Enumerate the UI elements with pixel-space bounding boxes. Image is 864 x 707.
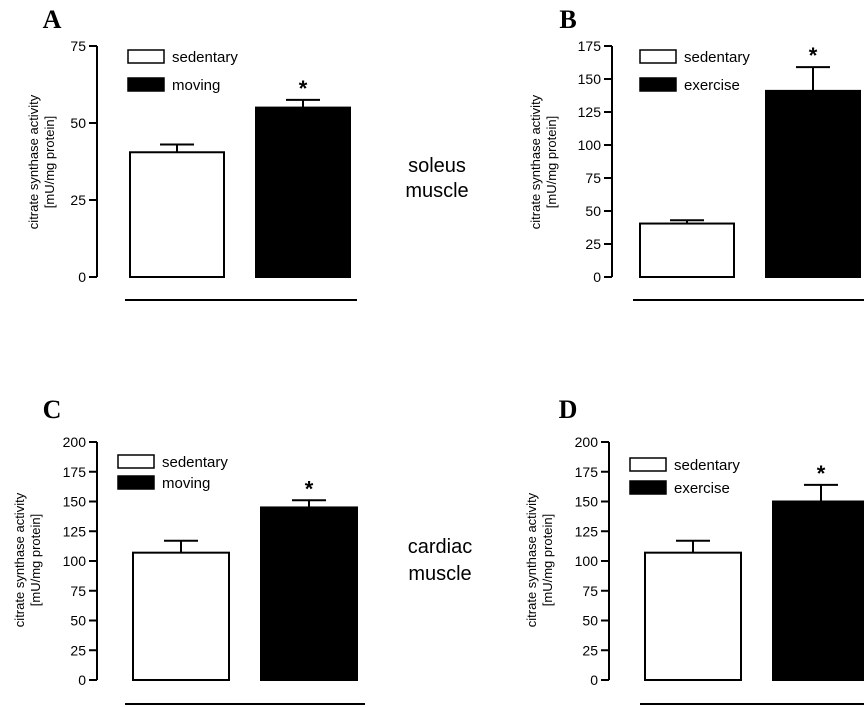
legend-swatch-a-sedentary	[127, 49, 165, 64]
y-tick-label-d-75: 75	[582, 583, 598, 599]
legend-swatch-d-exercise	[629, 480, 667, 495]
y-tick-label-b-0: 0	[593, 269, 601, 285]
chart-panel-d: D 0 25 50 75 100 125 150 175 200 citrate synthase …	[524, 395, 864, 705]
y-tick-label-d-100: 100	[575, 553, 599, 569]
y-axis-label-d-line2: [mU/mg protein]	[540, 514, 555, 606]
y-axis-label-d-line1: citrate synthase activity	[524, 492, 539, 627]
legend-swatch-c-moving	[117, 475, 155, 490]
y-tick-label-d-25: 25	[582, 642, 598, 658]
y-axis-label-b-line2: [mU/mg protein]	[544, 116, 559, 208]
significance-marker-a-moving: *	[299, 76, 308, 101]
chart-panel-a: A 0 25 50 75 citrate synthase activity [mU/mg …	[26, 5, 357, 301]
bar-b-sedentary	[639, 222, 735, 278]
y-tick-label-d-125: 125	[575, 523, 599, 539]
legend-swatch-b-sedentary	[639, 49, 677, 64]
y-tick-label-a-50: 50	[70, 115, 86, 131]
y-axis-label-c-line1: citrate synthase activity	[12, 492, 27, 627]
y-tick-label-c-150: 150	[63, 494, 87, 510]
y-tick-label-a-75: 75	[70, 38, 86, 54]
significance-marker-c-moving: *	[305, 476, 314, 501]
y-tick-label-b-75: 75	[585, 170, 601, 186]
legend-label-c-moving: moving	[162, 475, 210, 492]
tissue-label-top-line1: soleus	[408, 155, 466, 177]
legend-label-a-sedentary: sedentary	[172, 49, 238, 66]
y-tick-label-c-0: 0	[78, 672, 86, 688]
legend-swatch-a-moving	[127, 77, 165, 92]
bar-d-exercise	[772, 500, 864, 681]
chart-panel-b: B 0 25 50 75 100 125 150 175 citrate synthase act…	[528, 5, 864, 301]
bar-b-exercise	[765, 89, 861, 278]
chart-panel-c: C 0 25 50 75 100 125 150 175 200 citrate synthase …	[12, 395, 365, 705]
y-axis-label-a-line2: [mU/mg protein]	[42, 116, 57, 208]
legend-swatch-d-sedentary	[629, 457, 667, 472]
y-tick-label-b-175: 175	[578, 38, 602, 54]
significance-marker-d-exercise: *	[817, 461, 826, 486]
bar-c-moving	[260, 506, 358, 682]
y-axis-label-a-line1: citrate synthase activity	[26, 94, 41, 229]
y-tick-label-b-100: 100	[578, 137, 602, 153]
y-tick-label-a-0: 0	[78, 269, 86, 285]
y-tick-label-d-200: 200	[575, 434, 599, 450]
y-tick-label-c-175: 175	[63, 464, 87, 480]
y-axis-label-b-line1: citrate synthase activity	[528, 94, 543, 229]
y-tick-label-c-125: 125	[63, 523, 87, 539]
y-tick-label-b-125: 125	[578, 104, 602, 120]
legend-swatch-b-exercise	[639, 77, 677, 92]
tissue-label-bottom-line1: cardiac	[408, 536, 472, 558]
bar-c-sedentary	[132, 551, 230, 681]
bar-a-moving	[255, 106, 351, 278]
panel-letter-a: A	[43, 5, 62, 34]
y-tick-label-c-100: 100	[63, 553, 87, 569]
y-tick-label-c-200: 200	[63, 434, 87, 450]
panel-letter-b: B	[559, 5, 576, 34]
legend-label-b-exercise: exercise	[684, 77, 740, 94]
y-axis-label-c-line2: [mU/mg protein]	[28, 514, 43, 606]
y-tick-label-d-175: 175	[575, 464, 599, 480]
y-tick-label-a-25: 25	[70, 192, 86, 208]
legend-label-d-exercise: exercise	[674, 480, 730, 497]
legend-swatch-c-sedentary	[117, 454, 155, 469]
y-tick-label-c-75: 75	[70, 583, 86, 599]
panel-letter-d: D	[559, 395, 578, 424]
bar-a-sedentary	[129, 151, 225, 278]
tissue-label-bottom-line2: muscle	[408, 563, 471, 585]
tissue-label-top-line2: muscle	[405, 180, 468, 202]
legend-label-d-sedentary: sedentary	[674, 457, 740, 474]
y-tick-label-b-50: 50	[585, 203, 601, 219]
y-tick-label-b-25: 25	[585, 236, 601, 252]
y-tick-label-b-150: 150	[578, 71, 602, 87]
y-tick-label-c-50: 50	[70, 613, 86, 629]
bar-d-sedentary	[644, 551, 742, 681]
y-tick-label-d-50: 50	[582, 613, 598, 629]
legend-label-b-sedentary: sedentary	[684, 49, 750, 66]
significance-marker-b-exercise: *	[809, 43, 818, 68]
legend-label-a-moving: moving	[172, 77, 220, 94]
panel-letter-c: C	[43, 395, 62, 424]
y-tick-label-c-25: 25	[70, 642, 86, 658]
legend-label-c-sedentary: sedentary	[162, 454, 228, 471]
y-tick-label-d-0: 0	[590, 672, 598, 688]
y-tick-label-d-150: 150	[575, 494, 599, 510]
